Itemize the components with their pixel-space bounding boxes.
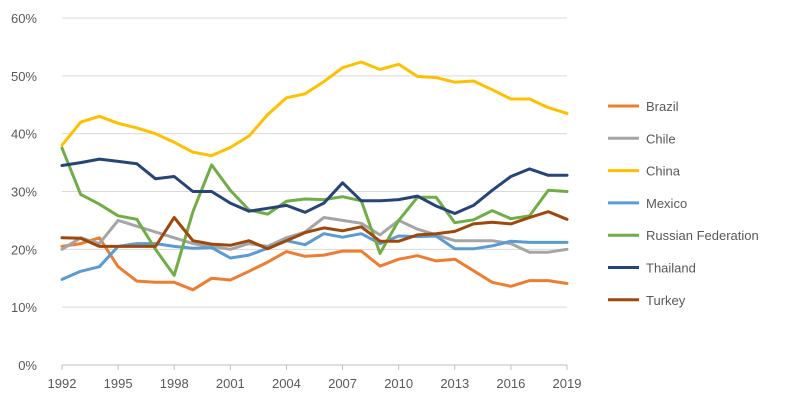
- legend-label: China: [646, 164, 681, 179]
- x-tick-label: 1998: [160, 376, 189, 391]
- series-line-china: [60, 60, 569, 158]
- legend-label: Chile: [646, 131, 676, 146]
- x-tick-label: 2013: [440, 376, 469, 391]
- x-tick-label: 2016: [496, 376, 525, 391]
- x-tick-label: 2019: [553, 376, 582, 391]
- y-tick-label: 20%: [11, 242, 37, 257]
- x-tick-label: 2004: [272, 376, 301, 391]
- legend-label: Brazil: [646, 99, 679, 114]
- series-line-chile: [60, 216, 569, 254]
- x-tick-label: 1995: [104, 376, 133, 391]
- y-tick-label: 40%: [11, 127, 37, 142]
- x-tick-label: 2001: [216, 376, 245, 391]
- series-lines: [60, 60, 569, 292]
- series-line-thailand: [60, 157, 569, 215]
- legend: Brazil Chile China Mexico Russian Federation…: [608, 99, 759, 308]
- legend-label: Turkey: [646, 293, 686, 308]
- gridlines: [62, 17, 567, 366]
- legend-label: Russian Federation: [646, 228, 759, 243]
- legend-label: Mexico: [646, 196, 687, 211]
- y-tick-label: 0%: [18, 358, 37, 373]
- x-tick-label: 2010: [384, 376, 413, 391]
- y-axis: 0% 10% 20% 30% 40% 50% 60%: [11, 11, 37, 373]
- series-line-turkey: [60, 210, 569, 251]
- legend-label: Thailand: [646, 261, 696, 276]
- y-tick-label: 60%: [11, 11, 37, 26]
- y-tick-label: 10%: [11, 300, 37, 315]
- x-axis: 1992 1995 1998 2001 2004 2007 2010 2013 2016 2019: [48, 365, 582, 391]
- series-line-russian-federation: [60, 146, 569, 277]
- x-tick-label: 1992: [48, 376, 77, 391]
- x-tick-label: 2007: [328, 376, 357, 391]
- y-tick-label: 30%: [11, 185, 37, 200]
- series-line-mexico: [60, 232, 569, 281]
- y-tick-label: 50%: [11, 69, 37, 84]
- series-line-brazil: [60, 236, 569, 292]
